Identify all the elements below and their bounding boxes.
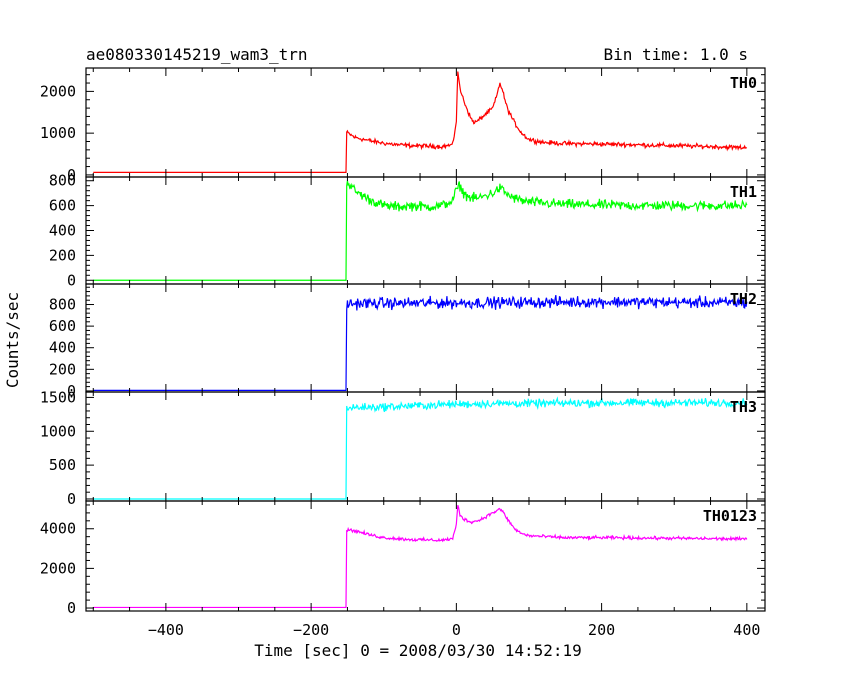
panel-th3: 0 500 1000 1500 TH3 xyxy=(40,388,766,508)
y-tick-label: 500 xyxy=(49,456,76,474)
y-tick-label: 2000 xyxy=(40,82,76,100)
series-line-th2 xyxy=(93,295,748,391)
y-tick-label: 1500 xyxy=(40,388,76,406)
y-tick-label: 200 xyxy=(49,360,76,378)
series-label-th2: TH2 xyxy=(730,290,757,308)
panel-th0123: 0 2000 4000 TH0123 xyxy=(40,500,766,617)
series-line-th0123 xyxy=(93,504,748,609)
panel-frame xyxy=(85,500,766,612)
x-tick-label: −200 xyxy=(293,621,329,639)
series-label-th1: TH1 xyxy=(730,183,757,201)
x-tick-label: 400 xyxy=(733,621,760,639)
y-tick-label: 2000 xyxy=(40,559,76,577)
panel-th0: 0 1000 2000 TH0 xyxy=(40,67,766,184)
y-tick-label: 0 xyxy=(67,382,76,400)
y-tick-label: 1000 xyxy=(40,124,76,142)
x-axis: −400 −200 0 200 400 xyxy=(148,621,761,639)
y-tick-label: 1000 xyxy=(40,422,76,440)
x-tick-label: −400 xyxy=(148,621,184,639)
y-tick-label: 200 xyxy=(49,246,76,264)
panel-th2: 0 200 400 600 800 TH2 xyxy=(49,283,766,400)
y-tick-label: 0 xyxy=(67,490,76,508)
y-tick-label: 0 xyxy=(67,599,76,617)
panel-th1: 0 200 400 600 800 TH1 xyxy=(49,172,766,289)
y-tick-label: 4000 xyxy=(40,520,76,538)
series-line-th3 xyxy=(93,396,748,500)
y-tick-label: 0 xyxy=(67,271,76,289)
y-tick-label: 400 xyxy=(49,222,76,240)
series-label-th3: TH3 xyxy=(730,398,757,416)
y-tick-label: 800 xyxy=(49,296,76,314)
panel-frame xyxy=(85,391,766,502)
y-tick-label: 600 xyxy=(49,317,76,335)
series-line-th0 xyxy=(93,71,748,174)
x-tick-label: 200 xyxy=(588,621,615,639)
panel-frame xyxy=(85,176,766,285)
series-label-th0: TH0 xyxy=(730,74,757,92)
chart-title: ae080330145219_wam3_trn xyxy=(86,45,308,64)
series-line-th1 xyxy=(93,180,748,281)
y-tick-label: 0 xyxy=(67,166,76,184)
bin-time-label: Bin time: 1.0 s xyxy=(604,45,749,64)
x-axis-label: Time [sec] 0 = 2008/03/30 14:52:19 xyxy=(254,641,582,660)
x-tick-label: 0 xyxy=(452,621,461,639)
y-tick-label: 600 xyxy=(49,197,76,215)
series-label-th0123: TH0123 xyxy=(703,507,757,525)
panel-frame xyxy=(85,67,766,178)
y-tick-label: 400 xyxy=(49,339,76,357)
y-tick-label: 800 xyxy=(49,172,76,190)
y-axis-label: Counts/sec xyxy=(3,292,22,388)
panels: 0 1000 2000 TH0 0 200 400 600 800 TH1 0 200 400 600 80… xyxy=(40,67,766,617)
